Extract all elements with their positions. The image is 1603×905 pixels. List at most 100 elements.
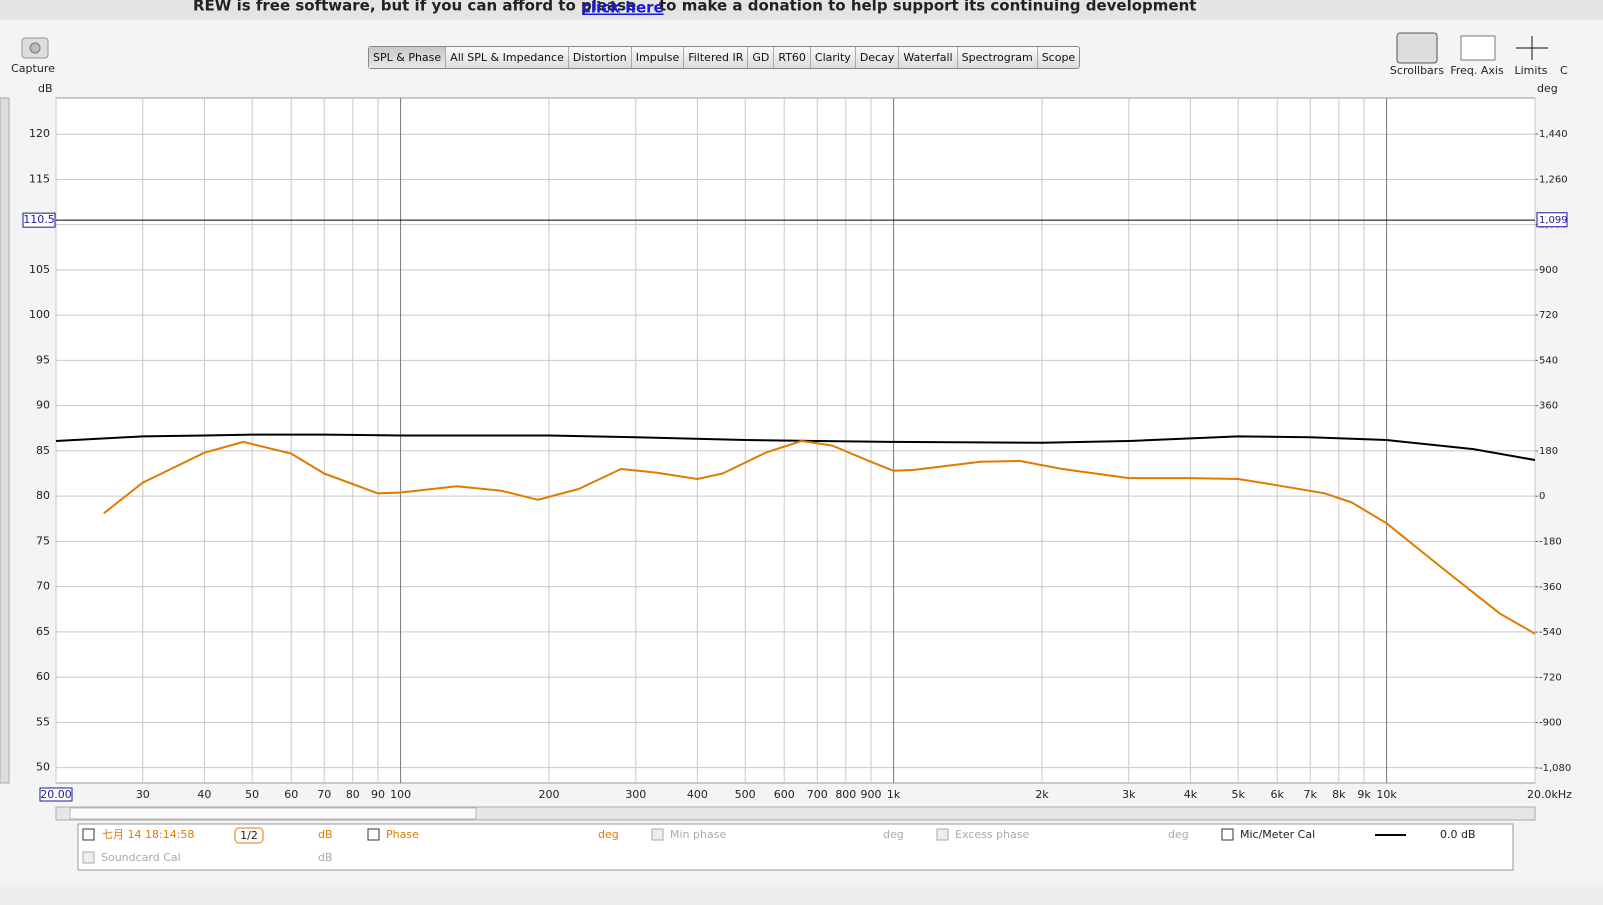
checkbox[interactable] — [1221, 828, 1234, 841]
x-tick-label: 200 — [539, 788, 560, 801]
banner-text: REW is free software, but if you can aff… — [193, 0, 636, 15]
smoothing-box[interactable] — [234, 827, 264, 844]
series-line — [103, 440, 1536, 635]
x-tick-label: 400 — [687, 788, 708, 801]
tab[interactable]: Impulse — [632, 47, 685, 68]
tab[interactable]: SPL & Phase — [369, 47, 447, 68]
y-tick-label: 105 — [29, 263, 50, 276]
x-tick-label: 700 — [807, 788, 828, 801]
x-tick-label: 1k — [887, 788, 901, 801]
x-tick-label: 900 — [861, 788, 882, 801]
y2-tick-label: 360 — [1539, 401, 1558, 412]
toolbar-label[interactable]: Freq. Axis — [1450, 64, 1504, 77]
x-tick-label: 3k — [1122, 788, 1136, 801]
x-tick-label: 6k — [1271, 788, 1285, 801]
x-tick-box — [39, 787, 73, 802]
y-tick-label: 120 — [29, 127, 50, 140]
h-scroll-thumb[interactable] — [69, 807, 477, 820]
cal-offset: 0.0 dB — [1440, 828, 1476, 841]
x-tick-label: 50 — [245, 788, 259, 801]
scrollbars-icon[interactable] — [1396, 32, 1438, 64]
checkbox[interactable] — [936, 828, 949, 841]
y-tick-label: 90 — [36, 399, 50, 412]
y-axis-title: dB — [38, 82, 53, 95]
x-tick-label: 2k — [1035, 788, 1049, 801]
cursor-label: 110.5 — [23, 213, 55, 226]
y2-tick-label: -720 — [1539, 672, 1562, 683]
legend-label[interactable]: Phase — [386, 828, 419, 841]
smoothing[interactable]: 1/2 — [240, 829, 258, 842]
x-tick-label: 20.0kHz — [1527, 788, 1572, 801]
y-tick-label: 65 — [36, 625, 50, 638]
tab-bar: SPL & Phase All SPL & Impedance Distortion… — [368, 46, 1081, 69]
legend-label[interactable]: 七月 14 18:14:58 — [102, 828, 194, 841]
x-tick-label: 10k — [1376, 788, 1397, 801]
tab[interactable]: RT60 — [774, 47, 811, 68]
banner-text: to make a donation to help support its c… — [659, 0, 1196, 15]
x-tick-label: 800 — [835, 788, 856, 801]
unit: dB — [318, 828, 333, 841]
toolbar-label[interactable]: Scrollbars — [1390, 64, 1444, 77]
capture-label[interactable]: Capture — [11, 62, 55, 75]
y-tick-label: 75 — [36, 534, 50, 547]
y2-tick-label: 180 — [1539, 446, 1558, 457]
tab[interactable]: Waterfall — [899, 47, 958, 68]
y-tick-label: 55 — [36, 715, 50, 728]
x-tick-label: 60 — [284, 788, 298, 801]
legend-label[interactable]: Excess phase — [955, 828, 1029, 841]
y2-tick-label: 0 — [1539, 491, 1545, 502]
y2-tick-label: -540 — [1539, 627, 1562, 638]
x-tick-label: 70 — [317, 788, 331, 801]
y-tick-label: 115 — [29, 172, 50, 185]
x-tick-label: 8k — [1332, 788, 1346, 801]
unit: deg — [1168, 828, 1189, 841]
x-tick-label: 300 — [625, 788, 646, 801]
unit: deg — [883, 828, 904, 841]
tab[interactable]: Spectrogram — [958, 47, 1038, 68]
y2-tick-label: -360 — [1539, 582, 1562, 593]
tab[interactable]: All SPL & Impedance — [446, 47, 569, 68]
checkbox[interactable] — [367, 828, 380, 841]
cursor-box — [22, 212, 56, 228]
y-tick-label: 50 — [36, 761, 50, 774]
y2-tick-label: -180 — [1539, 537, 1562, 548]
unit: deg — [598, 828, 619, 841]
cursor-label: 1,099 — [1539, 215, 1568, 226]
freq-axis-icon[interactable] — [1460, 35, 1496, 61]
x-tick-label: 40 — [197, 788, 211, 801]
tab[interactable]: Decay — [856, 47, 900, 68]
limits-icon[interactable] — [1516, 36, 1548, 60]
y2-tick-label: 540 — [1539, 355, 1558, 366]
y2-tick-label: -1,080 — [1539, 763, 1571, 774]
legend-label[interactable]: Min phase — [670, 828, 726, 841]
tab[interactable]: Distortion — [569, 47, 632, 68]
x-tick-label: 7k — [1304, 788, 1318, 801]
legend-label[interactable]: Soundcard Cal — [101, 851, 181, 864]
y2-tick-label: -900 — [1539, 718, 1562, 729]
checkbox[interactable] — [651, 828, 664, 841]
y2-tick-label: 900 — [1539, 265, 1558, 276]
y2-axis-title: deg — [1537, 82, 1558, 95]
x-tick-label: 20.00 — [40, 788, 72, 801]
y-tick-label: 95 — [36, 353, 50, 366]
banner-bg — [0, 0, 1603, 20]
series-line — [55, 433, 1536, 461]
y-tick-label: 85 — [36, 444, 50, 457]
y-tick-label: 100 — [29, 308, 50, 321]
tab[interactable]: Filtered IR — [684, 47, 749, 68]
cursor-box — [1536, 212, 1568, 228]
checkbox[interactable] — [82, 851, 95, 864]
banner-link[interactable]: click here — [582, 0, 664, 17]
checkbox[interactable] — [82, 828, 95, 841]
legend-label[interactable]: Mic/Meter Cal — [1240, 828, 1315, 841]
x-tick-label: 500 — [735, 788, 756, 801]
toolbar-label[interactable]: Limits — [1515, 64, 1548, 77]
toolbar-label[interactable]: C — [1560, 64, 1568, 77]
v-scrollbar[interactable] — [0, 97, 10, 784]
x-tick-label: 9k — [1357, 788, 1371, 801]
tab[interactable]: Clarity — [811, 47, 856, 68]
tab[interactable]: GD — [748, 47, 775, 68]
tab[interactable]: Scope — [1041, 51, 1076, 64]
capture-lens — [29, 42, 41, 54]
